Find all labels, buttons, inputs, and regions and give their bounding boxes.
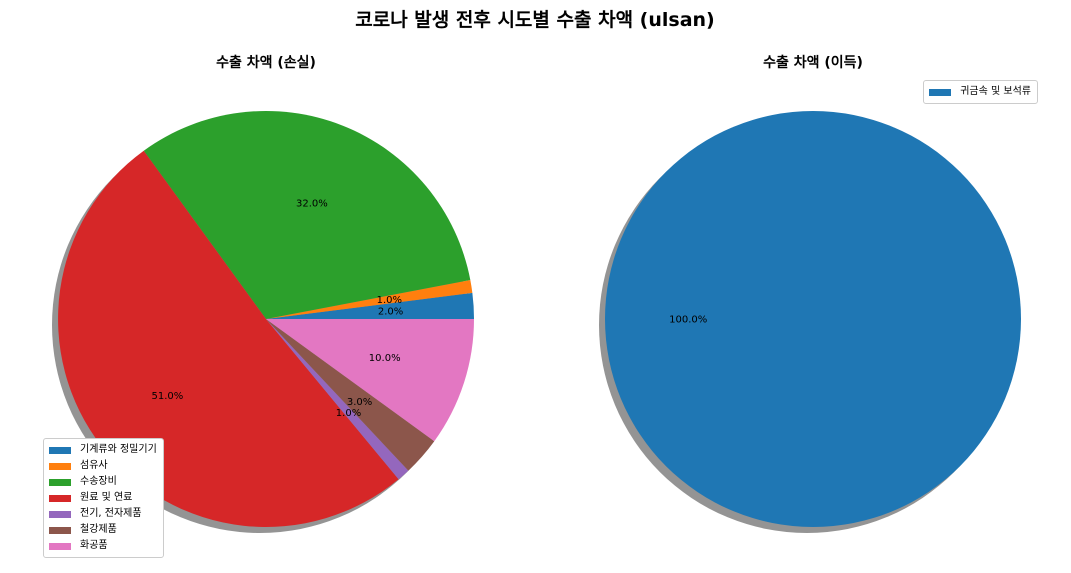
pie-value-label: 2.0%	[378, 307, 403, 318]
pie-slice	[266, 319, 474, 442]
pie-value-label: 3.0%	[347, 397, 372, 408]
pie-value-label: 100.0%	[669, 315, 707, 326]
pie-chart-loss-title: 수출 차액 (손실)	[216, 54, 316, 71]
pie-slice	[143, 110, 471, 319]
pie-slice	[266, 280, 473, 319]
legend-label: 기계류와 정밀기기	[80, 444, 157, 455]
legend-swatch	[49, 494, 71, 502]
legend-label: 전기, 전자제품	[80, 508, 142, 519]
legend-label: 원료 및 연료	[80, 492, 133, 503]
pie-slice	[266, 292, 474, 319]
legend-item: 수송장비	[49, 474, 157, 490]
pie-slice	[605, 111, 1021, 527]
pie-value-label: 1.0%	[336, 408, 361, 419]
pie-slice	[58, 150, 399, 527]
legend-item: 원료 및 연료	[49, 490, 157, 506]
legend-item: 전기, 전자제품	[49, 506, 157, 522]
legend-label: 섬유사	[80, 460, 108, 471]
legend-swatch	[49, 510, 71, 518]
pie-value-label: 10.0%	[369, 353, 401, 364]
pie-value-label: 32.0%	[296, 199, 328, 210]
legend-swatch	[49, 446, 71, 454]
legend-label: 화공품	[80, 540, 108, 551]
legend-item: 섬유사	[49, 458, 157, 474]
legend-item: 화공품	[49, 538, 157, 554]
legend-item: 철강제품	[49, 522, 157, 538]
pie-slice	[266, 319, 409, 480]
pie-chart-gain-title: 수출 차액 (이득)	[763, 54, 863, 71]
legend-label: 수송장비	[80, 476, 117, 487]
legend-label: 귀금속 및 보석류	[960, 86, 1031, 97]
legend-gain: 귀금속 및 보석류	[923, 80, 1038, 104]
legend-item: 기계류와 정밀기기	[49, 442, 157, 458]
legend-item: 귀금속 및 보석류	[929, 84, 1031, 100]
legend-swatch	[929, 88, 952, 96]
legend-swatch	[49, 526, 71, 534]
pie-slice	[266, 319, 435, 471]
legend-swatch	[49, 462, 71, 470]
legend-swatch	[49, 542, 71, 550]
pie-chart-loss: 수출 차액 (손실) 2.0%1.0%32.0%51.0%1.0%3.0%10.…	[52, 54, 474, 533]
legend-label: 철강제품	[80, 524, 117, 535]
legend-swatch	[49, 478, 71, 486]
pie-chart-gain: 수출 차액 (이득) 100.0%	[599, 54, 1021, 533]
pie-value-label: 1.0%	[377, 295, 402, 306]
pie-value-label: 51.0%	[152, 391, 184, 402]
figure-suptitle: 코로나 발생 전후 시도별 수출 차액 (ulsan)	[355, 9, 714, 31]
